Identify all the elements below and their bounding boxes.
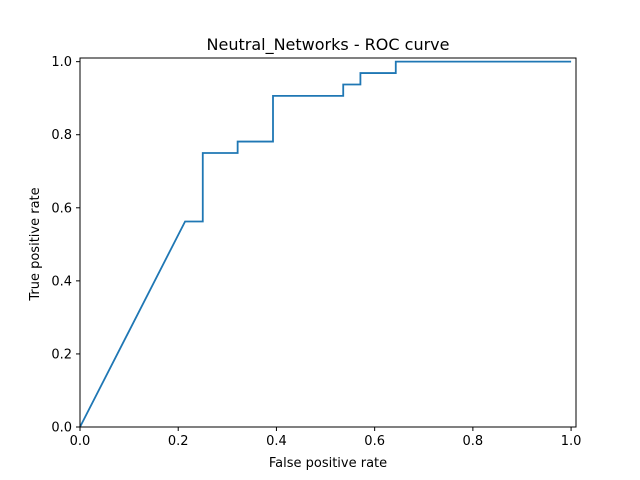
y-tick-label-1: 0.2 bbox=[51, 347, 72, 362]
plot-frame bbox=[79, 57, 577, 428]
chart-title: Neutral_Networks - ROC curve bbox=[207, 35, 450, 55]
y-tick-label-3: 0.6 bbox=[51, 201, 72, 216]
x-tick-label-5: 1.0 bbox=[561, 434, 582, 449]
y-tick-label-2: 0.4 bbox=[51, 274, 72, 289]
x-axis-label: False positive rate bbox=[269, 456, 387, 471]
roc-curve-line-0 bbox=[79, 60, 572, 428]
y-tick-label-4: 0.8 bbox=[51, 128, 72, 143]
plot-area: 0.0 0.2 0.4 0.6 0.8 1.0 0.0 0.2 0.4 0.6 0.8 1.0 bbox=[51, 55, 581, 449]
x-tick-label-4: 0.8 bbox=[463, 434, 484, 449]
x-tick-label-3: 0.6 bbox=[364, 434, 385, 449]
y-tick-label-5: 1.0 bbox=[51, 55, 72, 70]
y-axis-label: True positive rate bbox=[28, 187, 43, 301]
x-tick-label-0: 0.0 bbox=[70, 434, 91, 449]
y-tick-label-0: 0.0 bbox=[51, 421, 72, 436]
x-tick-label-2: 0.4 bbox=[266, 434, 287, 449]
x-tick-label-1: 0.2 bbox=[168, 434, 189, 449]
